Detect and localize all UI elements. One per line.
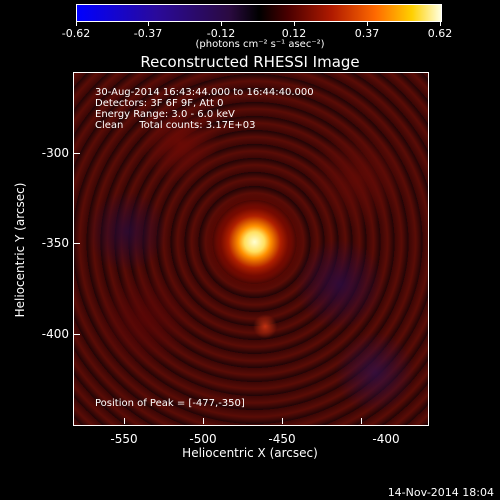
x-tick-label: -500 <box>189 432 217 446</box>
colorbar <box>76 4 442 22</box>
y-tick-label: -300 <box>41 146 69 160</box>
colorbar-tick <box>367 21 368 26</box>
footer-date: 14-Nov-2014 18:04 <box>387 486 494 499</box>
colorbar-label: -0.37 <box>133 27 163 40</box>
x-axis-label: Heliocentric X (arcsec) <box>182 446 318 460</box>
x-tick <box>361 418 362 424</box>
image-title: Reconstructed RHESSI Image <box>140 53 360 71</box>
colorbar-label: -0.62 <box>61 27 91 40</box>
colorbar-label: 0.62 <box>427 27 453 40</box>
rhessi-image <box>73 72 429 426</box>
colorbar-unit: (photons cm⁻² s⁻¹ asec⁻²) <box>195 39 325 50</box>
colorbar-label: -0.12 <box>206 27 236 40</box>
x-tick <box>282 418 283 424</box>
info-clean-counts: Clean Total counts: 3.17E+03 <box>95 120 256 131</box>
x-tick <box>124 418 125 424</box>
colorbar-tick <box>76 21 77 26</box>
colorbar-tick <box>294 21 295 26</box>
x-tick-label: -400 <box>372 432 400 446</box>
y-tick <box>74 334 80 335</box>
y-tick <box>74 153 80 154</box>
colorbar-tick <box>148 21 149 26</box>
colorbar-tick <box>221 21 222 26</box>
colorbar-label: 0.37 <box>354 27 380 40</box>
y-tick-label: -400 <box>41 327 69 341</box>
peak-position: Position of Peak = [-477,-350] <box>95 398 245 409</box>
info-energy-range: Energy Range: 3.0 - 6.0 keV <box>95 109 235 120</box>
y-axis-label: Heliocentric Y (arcsec) <box>13 182 27 318</box>
x-tick <box>203 418 204 424</box>
x-tick-label: -450 <box>268 432 296 446</box>
colorbar-label: 0.12 <box>281 27 307 40</box>
y-tick <box>74 243 80 244</box>
info-detectors: Detectors: 3F 6F 9F, Att 0 <box>95 98 224 109</box>
x-tick-label: -550 <box>110 432 138 446</box>
info-time-range: 30-Aug-2014 16:43:44.000 to 16:44:40.000 <box>95 87 314 98</box>
colorbar-tick <box>440 21 441 26</box>
y-tick-label: -350 <box>41 236 69 250</box>
